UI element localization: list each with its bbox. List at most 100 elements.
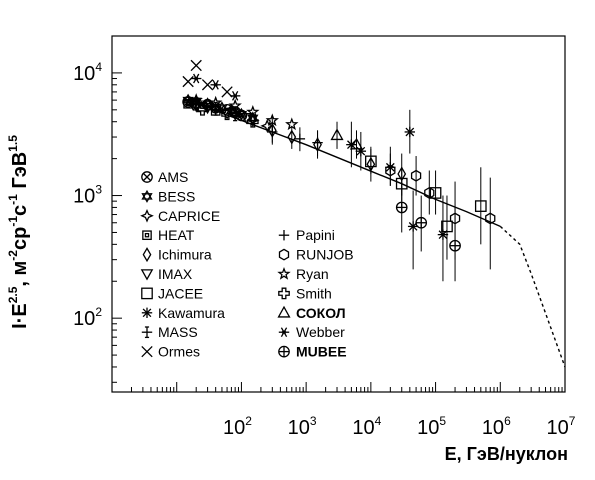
data-point: [485, 177, 496, 270]
legend-label: HEAT: [158, 227, 195, 243]
legend-label: Webber: [296, 324, 345, 340]
legend-marker: [142, 230, 152, 241]
y-tick-label: 102: [73, 305, 102, 330]
legend-label: СОКОЛ: [296, 305, 346, 321]
legend: AMS BESS CAPRICE HEAT Ichimura IMAX JACEE Kawam…: [140, 169, 354, 360]
x-tick-label: 105: [417, 414, 446, 439]
data-point: [437, 195, 449, 282]
legend-label: MUBEE: [296, 344, 347, 360]
data-point: [189, 93, 203, 106]
data-point: [240, 113, 253, 125]
legend-marker: [278, 345, 290, 358]
data-point: [287, 125, 297, 149]
legend-item: AMS: [141, 169, 188, 185]
data-point: [474, 167, 487, 245]
legend-item: Ichimura: [142, 247, 212, 263]
series-x: [182, 59, 233, 98]
axis-ticks: 102 103 104 105 106 107 102 103 104: [73, 35, 576, 439]
y-tick-label: 104: [73, 60, 102, 85]
legend-marker: [141, 326, 153, 339]
data-point: [294, 127, 306, 152]
data-point: [210, 79, 221, 90]
legend-marker: [278, 230, 290, 241]
legend-item: Papini: [278, 227, 335, 243]
legend-marker: [277, 266, 291, 280]
legend-label: Smith: [296, 285, 332, 301]
data-point: [346, 121, 357, 168]
legend-item: BESS: [141, 188, 195, 204]
data-point: [265, 113, 280, 127]
legend-label: Kawamura: [158, 305, 225, 321]
data-point: [196, 103, 209, 116]
x-tick-label: 103: [288, 414, 317, 439]
legend-marker: [278, 327, 290, 338]
legend-item: Smith: [278, 285, 332, 301]
data-point: [407, 190, 419, 270]
data-point: [246, 115, 259, 128]
legend-item: RUNJOB: [278, 247, 354, 263]
legend-item: Webber: [278, 324, 345, 340]
data-point: [190, 59, 202, 72]
data-point: [410, 156, 422, 196]
legend-marker: [141, 171, 153, 183]
series-triangle: [330, 121, 364, 159]
legend-label: MASS: [158, 324, 198, 340]
legend-item: HEAT: [142, 227, 195, 243]
legend-marker: [278, 248, 290, 261]
legend-label: Ryan: [296, 266, 329, 282]
y-axis-label: I·E2.5, м-2ср-1с-1 ГэВ1.5: [6, 135, 31, 329]
data-point: [365, 148, 377, 174]
plot-frame: [111, 35, 566, 393]
legend-label: IMAX: [158, 266, 193, 282]
series-star5: [189, 93, 299, 131]
series-cross-open: [196, 103, 259, 128]
legend-item: JACEE: [141, 285, 203, 301]
legend-item: Ormes: [141, 344, 200, 360]
data-point: [246, 104, 260, 118]
data-point: [221, 108, 233, 121]
series-circle-plus: [395, 181, 461, 282]
fit-curve: [187, 97, 566, 368]
data-point: [355, 131, 367, 171]
legend-label: Ichimura: [158, 247, 212, 263]
legend-marker: [278, 287, 290, 300]
series-plus: [267, 121, 323, 157]
data-point: [404, 109, 416, 154]
data-point: [228, 98, 242, 112]
x-tick-label: 102: [223, 414, 252, 439]
legend-label: JACEE: [158, 285, 203, 301]
legend-label: Papini: [296, 227, 335, 243]
legend-item: CAPRICE: [140, 208, 220, 224]
legend-item: MASS: [141, 324, 198, 340]
data-point: [208, 95, 223, 109]
data-point: [190, 73, 202, 84]
legend-marker: [141, 189, 153, 203]
data-point: [229, 91, 241, 101]
legend-item: Ryan: [277, 266, 329, 282]
data-point: [267, 121, 278, 143]
legend-item: MUBEE: [278, 344, 347, 360]
legend-label: RUNJOB: [296, 247, 354, 263]
series-snowflake: [190, 73, 241, 101]
data-point: [385, 153, 396, 186]
y-tick-label: 103: [73, 183, 102, 208]
data-point: [201, 79, 214, 91]
legend-item: Kawamura: [141, 305, 225, 321]
legend-marker: [140, 269, 154, 281]
data-point: [395, 181, 408, 233]
x-tick-label: 104: [352, 414, 381, 439]
fit-curve-extrapolation: [499, 225, 566, 368]
legend-label: AMS: [158, 169, 188, 185]
legend-marker: [141, 307, 153, 318]
data-point: [441, 195, 453, 260]
data-point: [429, 170, 442, 215]
legend-marker: [277, 305, 291, 318]
legend-label: BESS: [158, 188, 195, 204]
legend-marker: [142, 247, 152, 263]
legend-item: СОКОЛ: [277, 305, 346, 321]
legend-marker: [140, 208, 154, 223]
series-square: [365, 148, 487, 260]
legend-label: CAPRICE: [158, 208, 220, 224]
x-tick-label: 107: [547, 414, 576, 439]
